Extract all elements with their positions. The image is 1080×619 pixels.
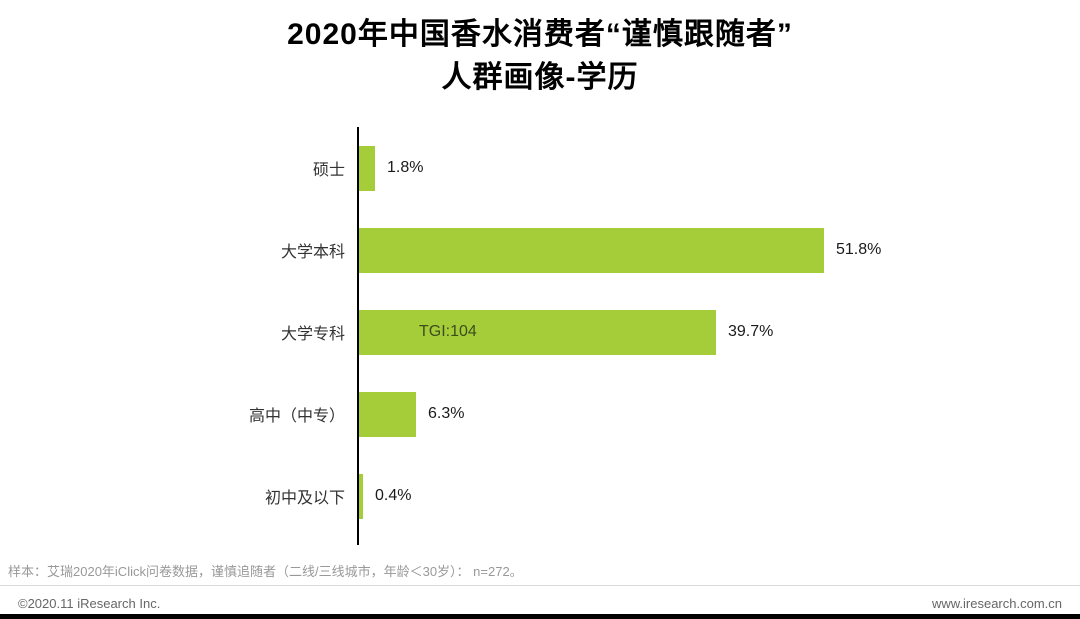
footer-copyright: ©2020.11 iResearch Inc. xyxy=(18,596,161,611)
bar-zone: 0.4% xyxy=(359,455,1080,537)
value-label: 51.8% xyxy=(836,241,882,258)
bar-zone: TGI:104 39.7% xyxy=(359,291,1080,373)
value-label: 0.4% xyxy=(375,487,412,504)
chart-row: 大学本科 51.8% xyxy=(0,209,1080,291)
footer-website: www.iresearch.com.cn xyxy=(931,596,1062,611)
bar-zone: 1.8% xyxy=(359,127,1080,209)
chart-row: 大学专科 TGI:104 39.7% xyxy=(0,291,1080,373)
bar-chart: 硕士 1.8% 大学本科 51.8% 大学专科 TGI:104 39.7% 高中（中专） 6.3… xyxy=(0,127,1080,539)
bar xyxy=(359,227,824,273)
bar: TGI:104 xyxy=(359,309,716,355)
category-label: 初中及以下 xyxy=(264,490,345,507)
chart-row: 硕士 1.8% xyxy=(0,127,1080,209)
category-label: 高中（中专） xyxy=(248,408,345,425)
value-label: 1.8% xyxy=(387,159,424,176)
chart-title-line2: 人群画像-学历 xyxy=(441,60,639,94)
chart-title: 2020年中国香水消费者“谨慎跟随者” 人群画像-学历 xyxy=(0,0,1080,99)
bottom-black-bar xyxy=(0,614,1080,619)
category-label: 大学本科 xyxy=(280,244,345,261)
chart-title-line1: 2020年中国香水消费者“谨慎跟随者” xyxy=(287,18,793,51)
tgi-annotation: TGI:104 xyxy=(419,323,477,340)
value-label: 6.3% xyxy=(428,405,465,422)
sample-footnote: 样本：艾瑞2020年iClick问卷数据，谨慎追随者（二线/三线城市，年龄＜30… xyxy=(8,564,523,579)
category-label: 硕士 xyxy=(312,162,345,179)
bar xyxy=(359,473,363,519)
bar xyxy=(359,145,375,191)
value-label: 39.7% xyxy=(728,323,774,340)
bar-rows: 硕士 1.8% 大学本科 51.8% 大学专科 TGI:104 39.7% 高中（中专） 6.3… xyxy=(0,127,1080,537)
category-label: 大学专科 xyxy=(280,326,345,343)
footer-divider xyxy=(0,585,1080,586)
bar xyxy=(359,391,416,437)
bar-zone: 6.3% xyxy=(359,373,1080,455)
chart-row: 初中及以下 0.4% xyxy=(0,455,1080,537)
y-axis-line xyxy=(357,127,359,545)
chart-row: 高中（中专） 6.3% xyxy=(0,373,1080,455)
bar-zone: 51.8% xyxy=(359,209,1080,291)
footer: ©2020.11 iResearch Inc. www.iresearch.co… xyxy=(0,596,1080,611)
